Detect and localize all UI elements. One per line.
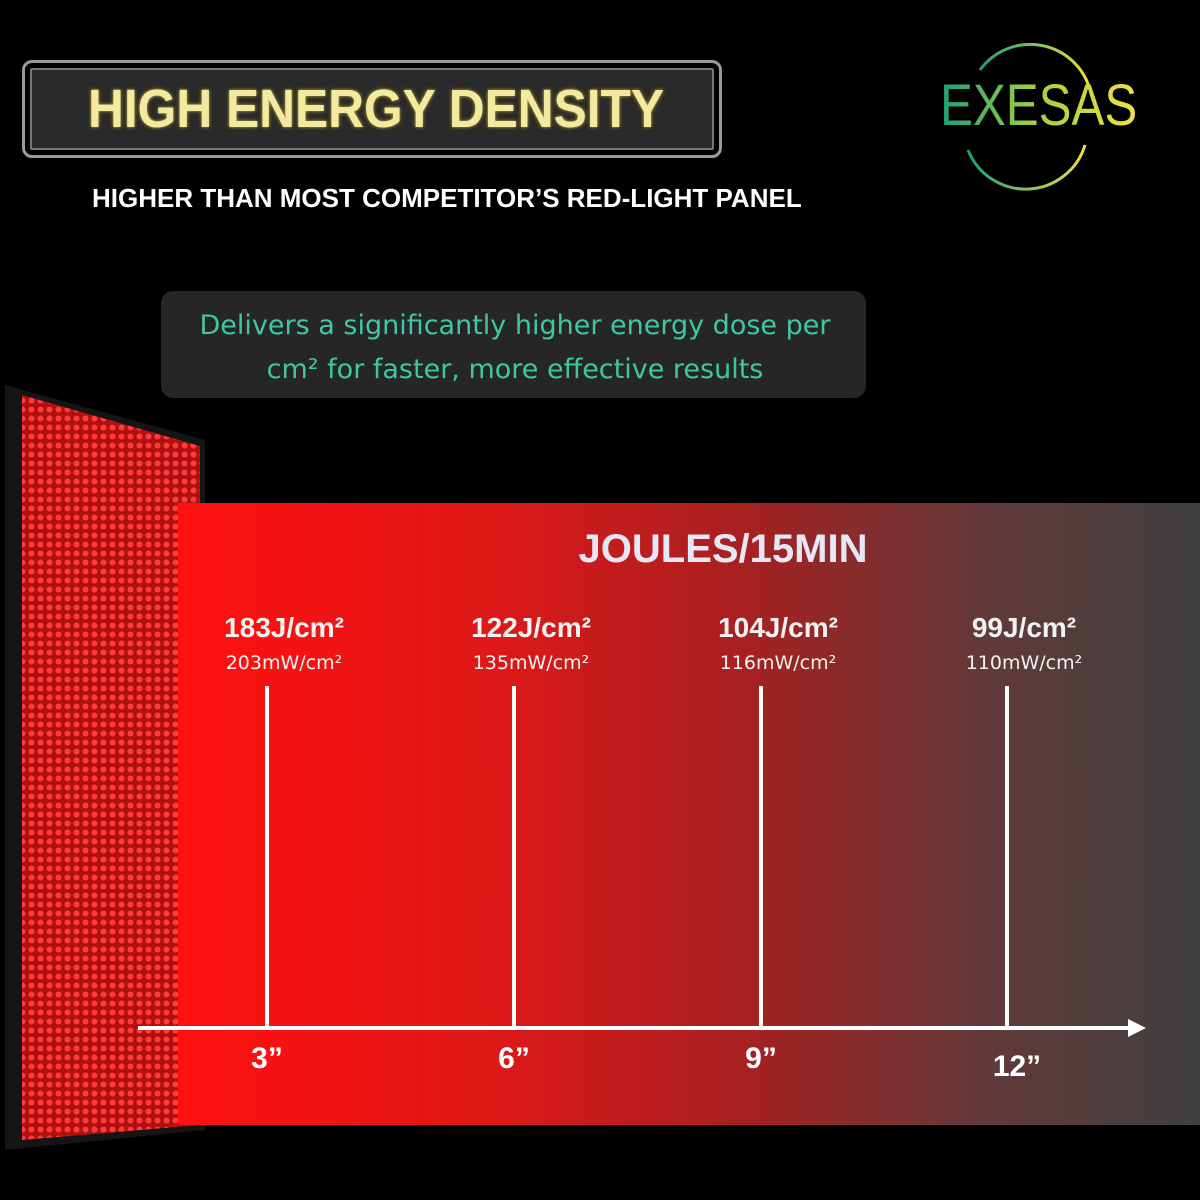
brand-logo: EXESAS (940, 73, 1138, 138)
chart-box (178, 503, 1200, 1125)
chart-title: JOULES/15MIN (578, 527, 868, 571)
distance-label: 12” (992, 1050, 1042, 1083)
title-box (22, 60, 722, 158)
callout-box (161, 291, 866, 398)
energy-label: 183J/cm² (224, 612, 344, 643)
energy-label: 122J/cm² (471, 612, 591, 643)
distance-label: 6” (498, 1042, 530, 1075)
energy-label: 104J/cm² (718, 612, 838, 643)
power-label: 203mW/cm² (225, 652, 343, 674)
title: HIGH ENERGY DENSITY (88, 79, 665, 139)
led-panel (22, 395, 200, 1140)
subtitle: HIGHER THAN MOST COMPETITOR’S RED-LIGHT … (92, 183, 802, 213)
energy-label: 99J/cm² (971, 612, 1077, 643)
distance-label: 9” (745, 1042, 777, 1075)
callout: Delivers a significantly higher energy d… (199, 310, 831, 385)
logo-arc (978, 42, 1092, 91)
power-label: 110mW/cm² (965, 652, 1083, 674)
power-label: 116mW/cm² (719, 652, 837, 674)
power-label: 135mW/cm² (472, 652, 590, 674)
logo-arc (966, 144, 1087, 191)
axis-arrow (1128, 1019, 1146, 1037)
distance-label: 3” (251, 1042, 283, 1075)
